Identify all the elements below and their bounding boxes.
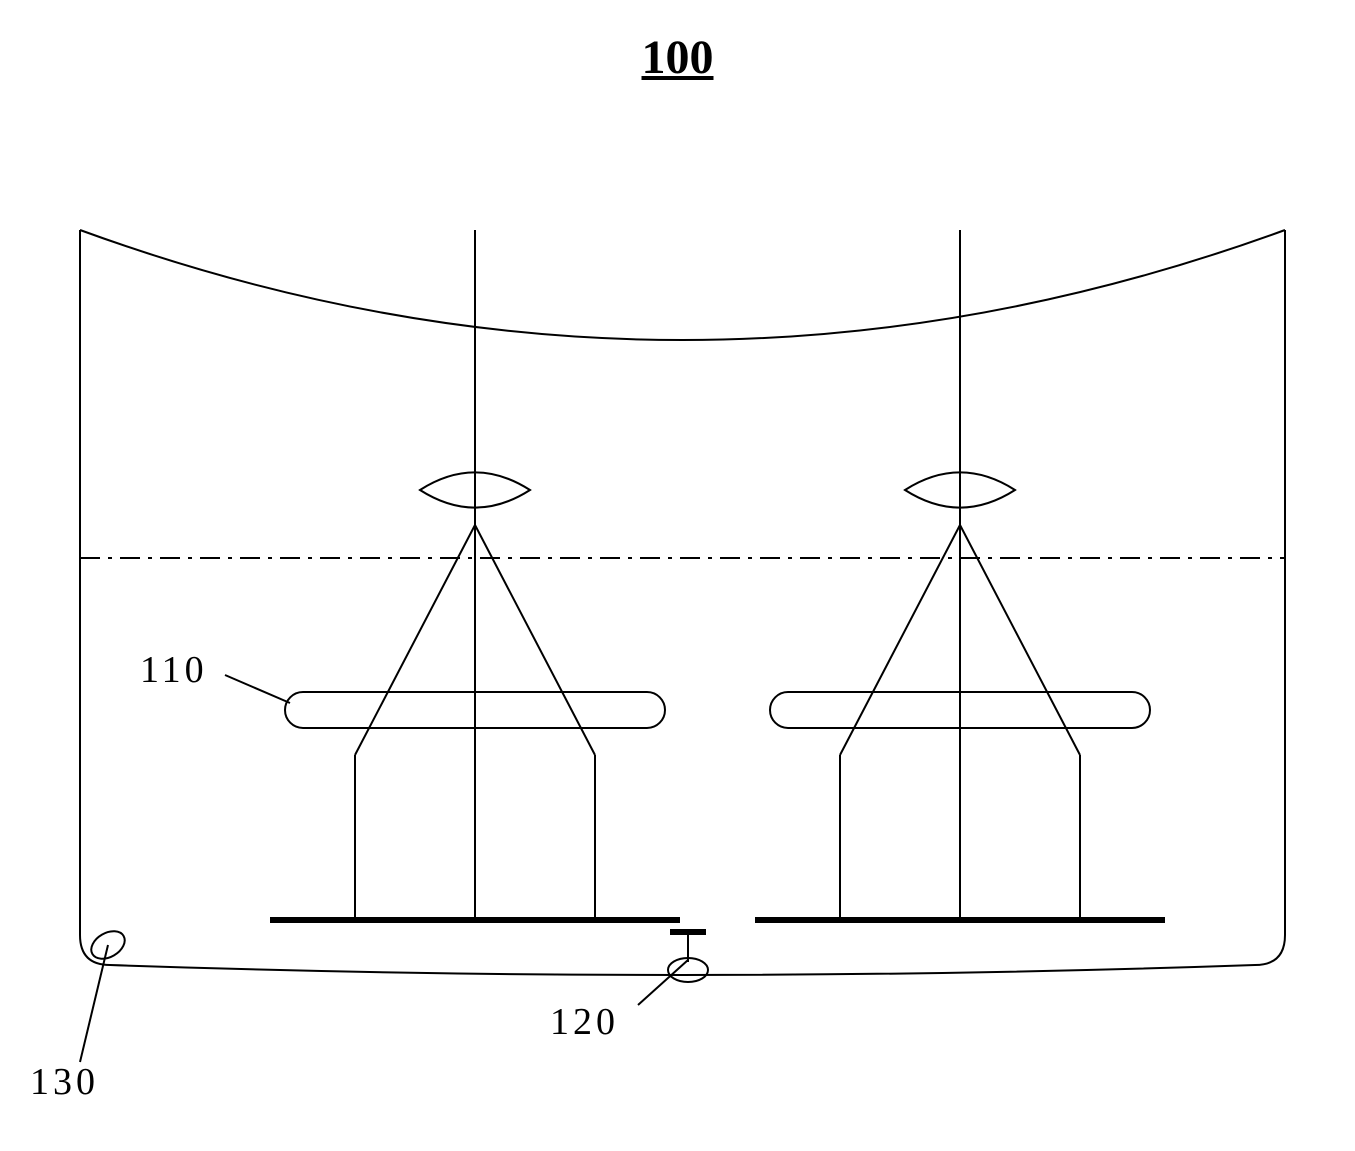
figure-title: 100 <box>0 30 1355 85</box>
label-130: 130 <box>30 1060 99 1104</box>
label-110: 110 <box>140 648 208 692</box>
label-120: 120 <box>550 1000 619 1044</box>
diagram-canvas <box>0 0 1355 1151</box>
